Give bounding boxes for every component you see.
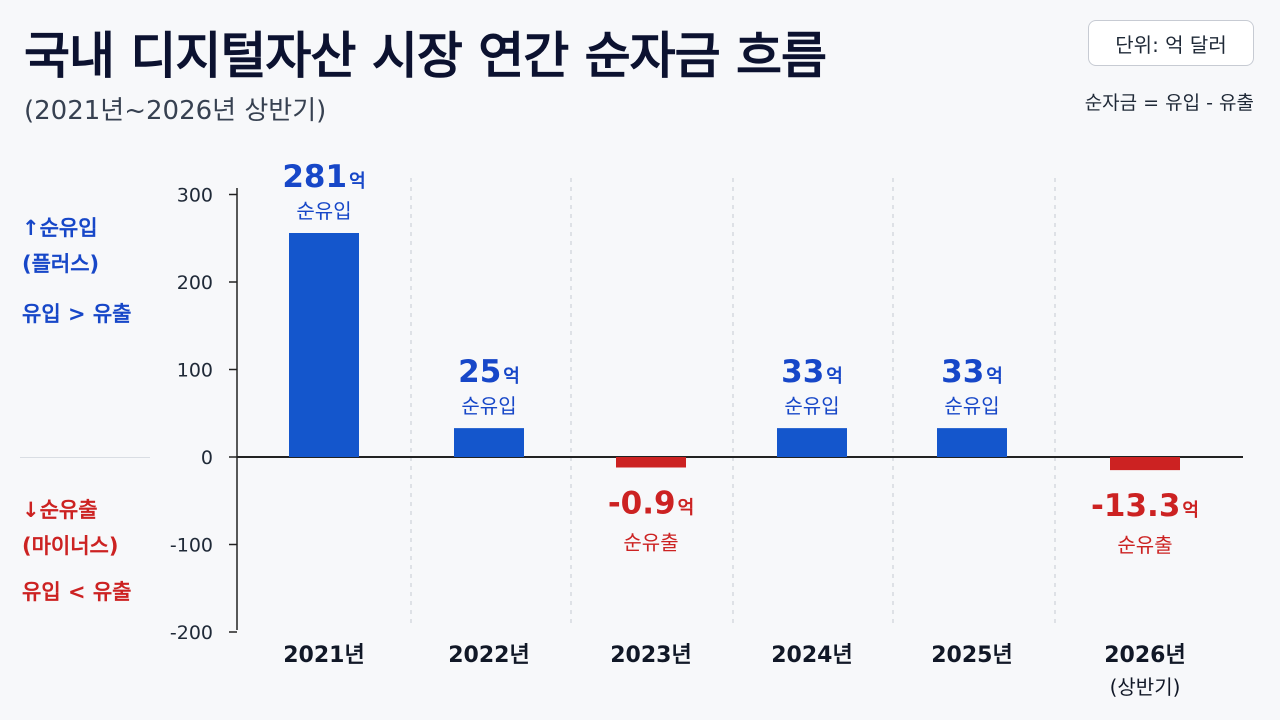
y-tick-label: 300 — [177, 185, 213, 207]
x-category-sublabel: (상반기) — [1110, 675, 1181, 699]
value-description: 순유입 — [784, 394, 839, 418]
y-tick-label: 0 — [201, 447, 213, 469]
value-label: 33 억 — [781, 354, 843, 390]
bar-2026년 — [1110, 457, 1180, 471]
y-tick-label: -100 — [170, 535, 213, 557]
negative-rule-label: 유입 < 유출 — [22, 580, 132, 604]
value-label: 25 억 — [458, 354, 520, 390]
x-category-label: 2022년 — [448, 643, 529, 668]
x-category-label: 2026년 — [1104, 643, 1185, 668]
page-subtitle: (2021년~2026년 상반기) — [24, 96, 327, 126]
y-tick-label: -200 — [170, 622, 213, 644]
positive-paren-label: (플러스) — [22, 252, 100, 276]
x-category-label: 2024년 — [771, 643, 852, 668]
bar-2025년 — [937, 428, 1007, 457]
bar-2022년 — [454, 428, 524, 457]
x-category-label: 2023년 — [610, 643, 691, 668]
y-tick-label: 200 — [177, 272, 213, 294]
y-tick-label: 100 — [177, 360, 213, 382]
formula-note: 순자금 = 유입 - 유출 — [1084, 92, 1254, 114]
unit-badge: 단위: 억 달러 — [1088, 20, 1254, 66]
legend-divider — [20, 457, 150, 458]
value-description: 순유출 — [623, 531, 678, 555]
value-label: -13.3 억 — [1091, 488, 1199, 524]
value-label: 33 억 — [941, 354, 1003, 390]
value-label: -0.9 억 — [608, 486, 694, 522]
bar-2024년 — [777, 428, 847, 457]
negative-arrow-label: ↓순유출 — [22, 498, 98, 522]
bar-2021년 — [289, 233, 359, 457]
positive-arrow-label: ↑순유입 — [22, 216, 98, 240]
value-description: 순유입 — [461, 394, 516, 418]
positive-rule-label: 유입 > 유출 — [22, 302, 132, 326]
value-description: 순유출 — [1117, 533, 1172, 557]
value-description: 순유입 — [296, 199, 351, 223]
x-category-label: 2021년 — [283, 643, 364, 668]
bar-2023년 — [616, 457, 686, 468]
page-title: 국내 디지털자산 시장 연간 순자금 흐름 — [24, 27, 827, 85]
value-label: 281 억 — [282, 159, 365, 195]
x-category-label: 2025년 — [931, 643, 1012, 668]
value-description: 순유입 — [944, 394, 999, 418]
negative-paren-label: (마이너스) — [22, 534, 119, 558]
